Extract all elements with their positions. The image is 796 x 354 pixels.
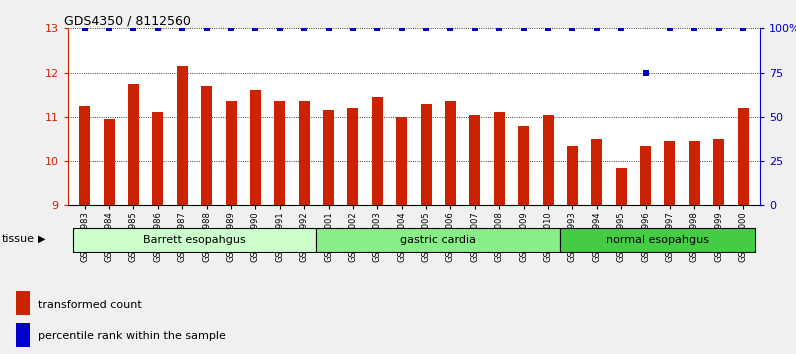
Bar — [225, 101, 236, 205]
Point — [151, 25, 164, 31]
Bar — [16, 323, 30, 347]
Bar — [665, 141, 676, 205]
Point — [127, 25, 140, 31]
Text: GDS4350 / 8112560: GDS4350 / 8112560 — [64, 14, 191, 27]
Point — [298, 25, 310, 31]
Bar — [152, 113, 163, 205]
Point — [688, 25, 700, 31]
Point — [615, 25, 627, 31]
Point — [396, 25, 408, 31]
Bar — [128, 84, 139, 205]
Bar — [348, 108, 358, 205]
Point — [591, 25, 603, 31]
Point — [371, 25, 384, 31]
Point — [493, 25, 505, 31]
Point — [469, 25, 482, 31]
Bar — [494, 113, 505, 205]
Point — [78, 25, 91, 31]
Bar — [615, 168, 626, 205]
Bar — [103, 119, 115, 205]
Text: gastric cardia: gastric cardia — [400, 235, 476, 245]
Bar — [16, 291, 30, 315]
Bar — [445, 101, 456, 205]
Bar — [591, 139, 603, 205]
Bar — [396, 117, 408, 205]
Bar — [177, 66, 188, 205]
Point — [201, 25, 213, 31]
Bar — [80, 106, 90, 205]
Point — [737, 25, 750, 31]
Bar — [470, 115, 480, 205]
Text: percentile rank within the sample: percentile rank within the sample — [38, 331, 226, 342]
Point — [176, 25, 189, 31]
Text: Barrett esopahgus: Barrett esopahgus — [143, 235, 246, 245]
Bar — [518, 126, 529, 205]
Point — [639, 70, 652, 75]
Text: transformed count: transformed count — [38, 299, 142, 310]
Bar — [713, 139, 724, 205]
Point — [517, 25, 530, 31]
Bar — [420, 103, 431, 205]
Text: ▶: ▶ — [38, 234, 45, 244]
Point — [103, 25, 115, 31]
Bar — [640, 145, 651, 205]
Bar — [201, 86, 213, 205]
Text: normal esopahgus: normal esopahgus — [607, 235, 709, 245]
Text: tissue: tissue — [2, 234, 34, 244]
Point — [224, 25, 237, 31]
Point — [274, 25, 287, 31]
Bar — [689, 141, 700, 205]
FancyBboxPatch shape — [560, 228, 755, 252]
Point — [541, 25, 554, 31]
FancyBboxPatch shape — [72, 228, 316, 252]
Point — [249, 25, 262, 31]
Point — [444, 25, 457, 31]
Point — [664, 25, 677, 31]
Point — [712, 25, 725, 31]
Bar — [323, 110, 334, 205]
Bar — [372, 97, 383, 205]
Bar — [298, 101, 310, 205]
Bar — [250, 90, 261, 205]
Point — [346, 25, 359, 31]
Bar — [567, 145, 578, 205]
Bar — [543, 115, 553, 205]
Bar — [738, 108, 748, 205]
Point — [322, 25, 335, 31]
FancyBboxPatch shape — [316, 228, 560, 252]
Bar — [275, 101, 285, 205]
Point — [566, 25, 579, 31]
Point — [419, 25, 432, 31]
